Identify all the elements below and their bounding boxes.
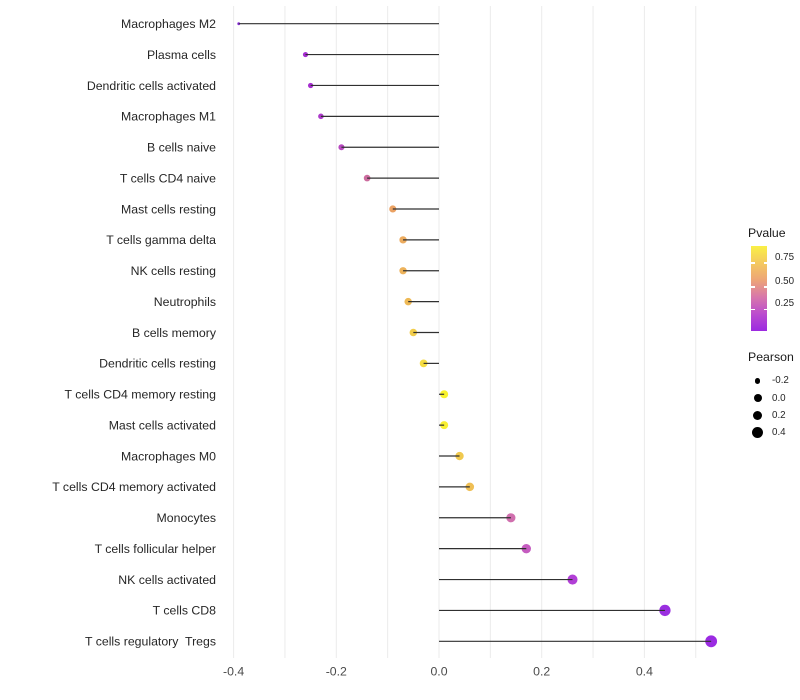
pvalue-legend-title: Pvalue <box>748 226 786 240</box>
y-axis-label: Plasma cells <box>147 48 216 62</box>
y-axis-label: Macrophages M0 <box>121 449 216 463</box>
y-axis-label: Monocytes <box>157 511 216 525</box>
pearson-legend-title: Pearson <box>748 350 794 364</box>
x-axis-tick-label: -0.4 <box>223 665 244 679</box>
y-axis-label: T cells CD4 memory resting <box>65 388 217 402</box>
y-axis-label: T cells regulatory Tregs <box>85 635 216 649</box>
y-axis-label: B cells memory <box>132 326 217 340</box>
x-axis-tick-label: 0.4 <box>636 665 653 679</box>
y-axis-label: T cells gamma delta <box>106 233 216 247</box>
y-axis-label: T cells CD4 naive <box>120 171 216 185</box>
size-legend-dot <box>754 377 761 384</box>
pearson-legend-row: 0.0 <box>748 389 794 406</box>
pearson-legend-row: -0.2 <box>748 372 794 389</box>
gradient-tick-mark <box>751 286 755 288</box>
pearson-legend-row: 0.2 <box>748 407 794 424</box>
gradient-tick-mark <box>751 262 755 264</box>
gradient-tick-mark <box>751 308 755 311</box>
y-axis-label: Mast cells resting <box>121 202 216 216</box>
pvalue-legend: Pvalue 0.75 0.50 0.25 <box>748 226 794 331</box>
pearson-size-label: 0.4 <box>772 427 786 439</box>
pearson-legend-row: 0.4 <box>748 424 794 441</box>
y-axis-label: Mast cells activated <box>109 418 216 432</box>
y-axis-label: Dendritic cells activated <box>87 79 216 93</box>
y-axis-label: NK cells activated <box>118 573 216 587</box>
y-axis-label: Macrophages M1 <box>121 110 216 124</box>
x-axis-tick-label: 0.2 <box>533 665 550 679</box>
pearson-legend-rows: -0.2 0.0 0.2 0.4 <box>748 372 794 442</box>
y-axis-label: Dendritic cells resting <box>99 357 216 371</box>
size-legend-dot <box>753 394 762 403</box>
pearson-size-label: 0.0 <box>772 392 786 404</box>
pvalue-tick-label: 0.75 <box>775 252 795 263</box>
x-axis-tick-label: -0.2 <box>326 665 347 679</box>
x-axis-tick-label: 0.0 <box>430 665 447 679</box>
size-legend-dot <box>752 410 763 421</box>
y-axis-label: NK cells resting <box>131 264 217 278</box>
pearson-size-label: 0.2 <box>772 409 786 421</box>
pearson-legend: Pearson -0.2 0.0 0.2 0.4 <box>748 350 794 442</box>
pearson-size-label: -0.2 <box>772 375 789 387</box>
gradient-tick-mark <box>763 286 767 288</box>
pvalue-tick-label: 0.50 <box>775 275 795 287</box>
y-axis-label: B cells naive <box>147 141 216 155</box>
data-point <box>318 113 324 120</box>
gradient-tick-mark <box>763 308 767 311</box>
y-axis-label: Neutrophils <box>154 295 216 309</box>
size-legend-dot <box>751 427 763 439</box>
pvalue-gradient-bar <box>751 246 767 331</box>
y-axis-label: T cells follicular helper <box>95 542 216 556</box>
y-axis-label: T cells CD8 <box>153 604 216 618</box>
gradient-tick-mark <box>763 262 767 264</box>
y-axis-label: Macrophages M2 <box>121 17 216 31</box>
y-axis-label: T cells CD4 memory activated <box>52 480 216 494</box>
pvalue-tick-label: 0.25 <box>775 298 795 309</box>
